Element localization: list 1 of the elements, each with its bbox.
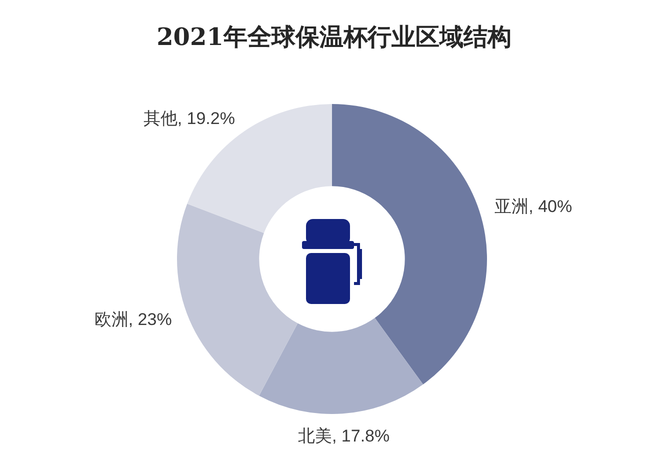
title: 2021年全球保温杯行业区域结构: [156, 22, 512, 51]
